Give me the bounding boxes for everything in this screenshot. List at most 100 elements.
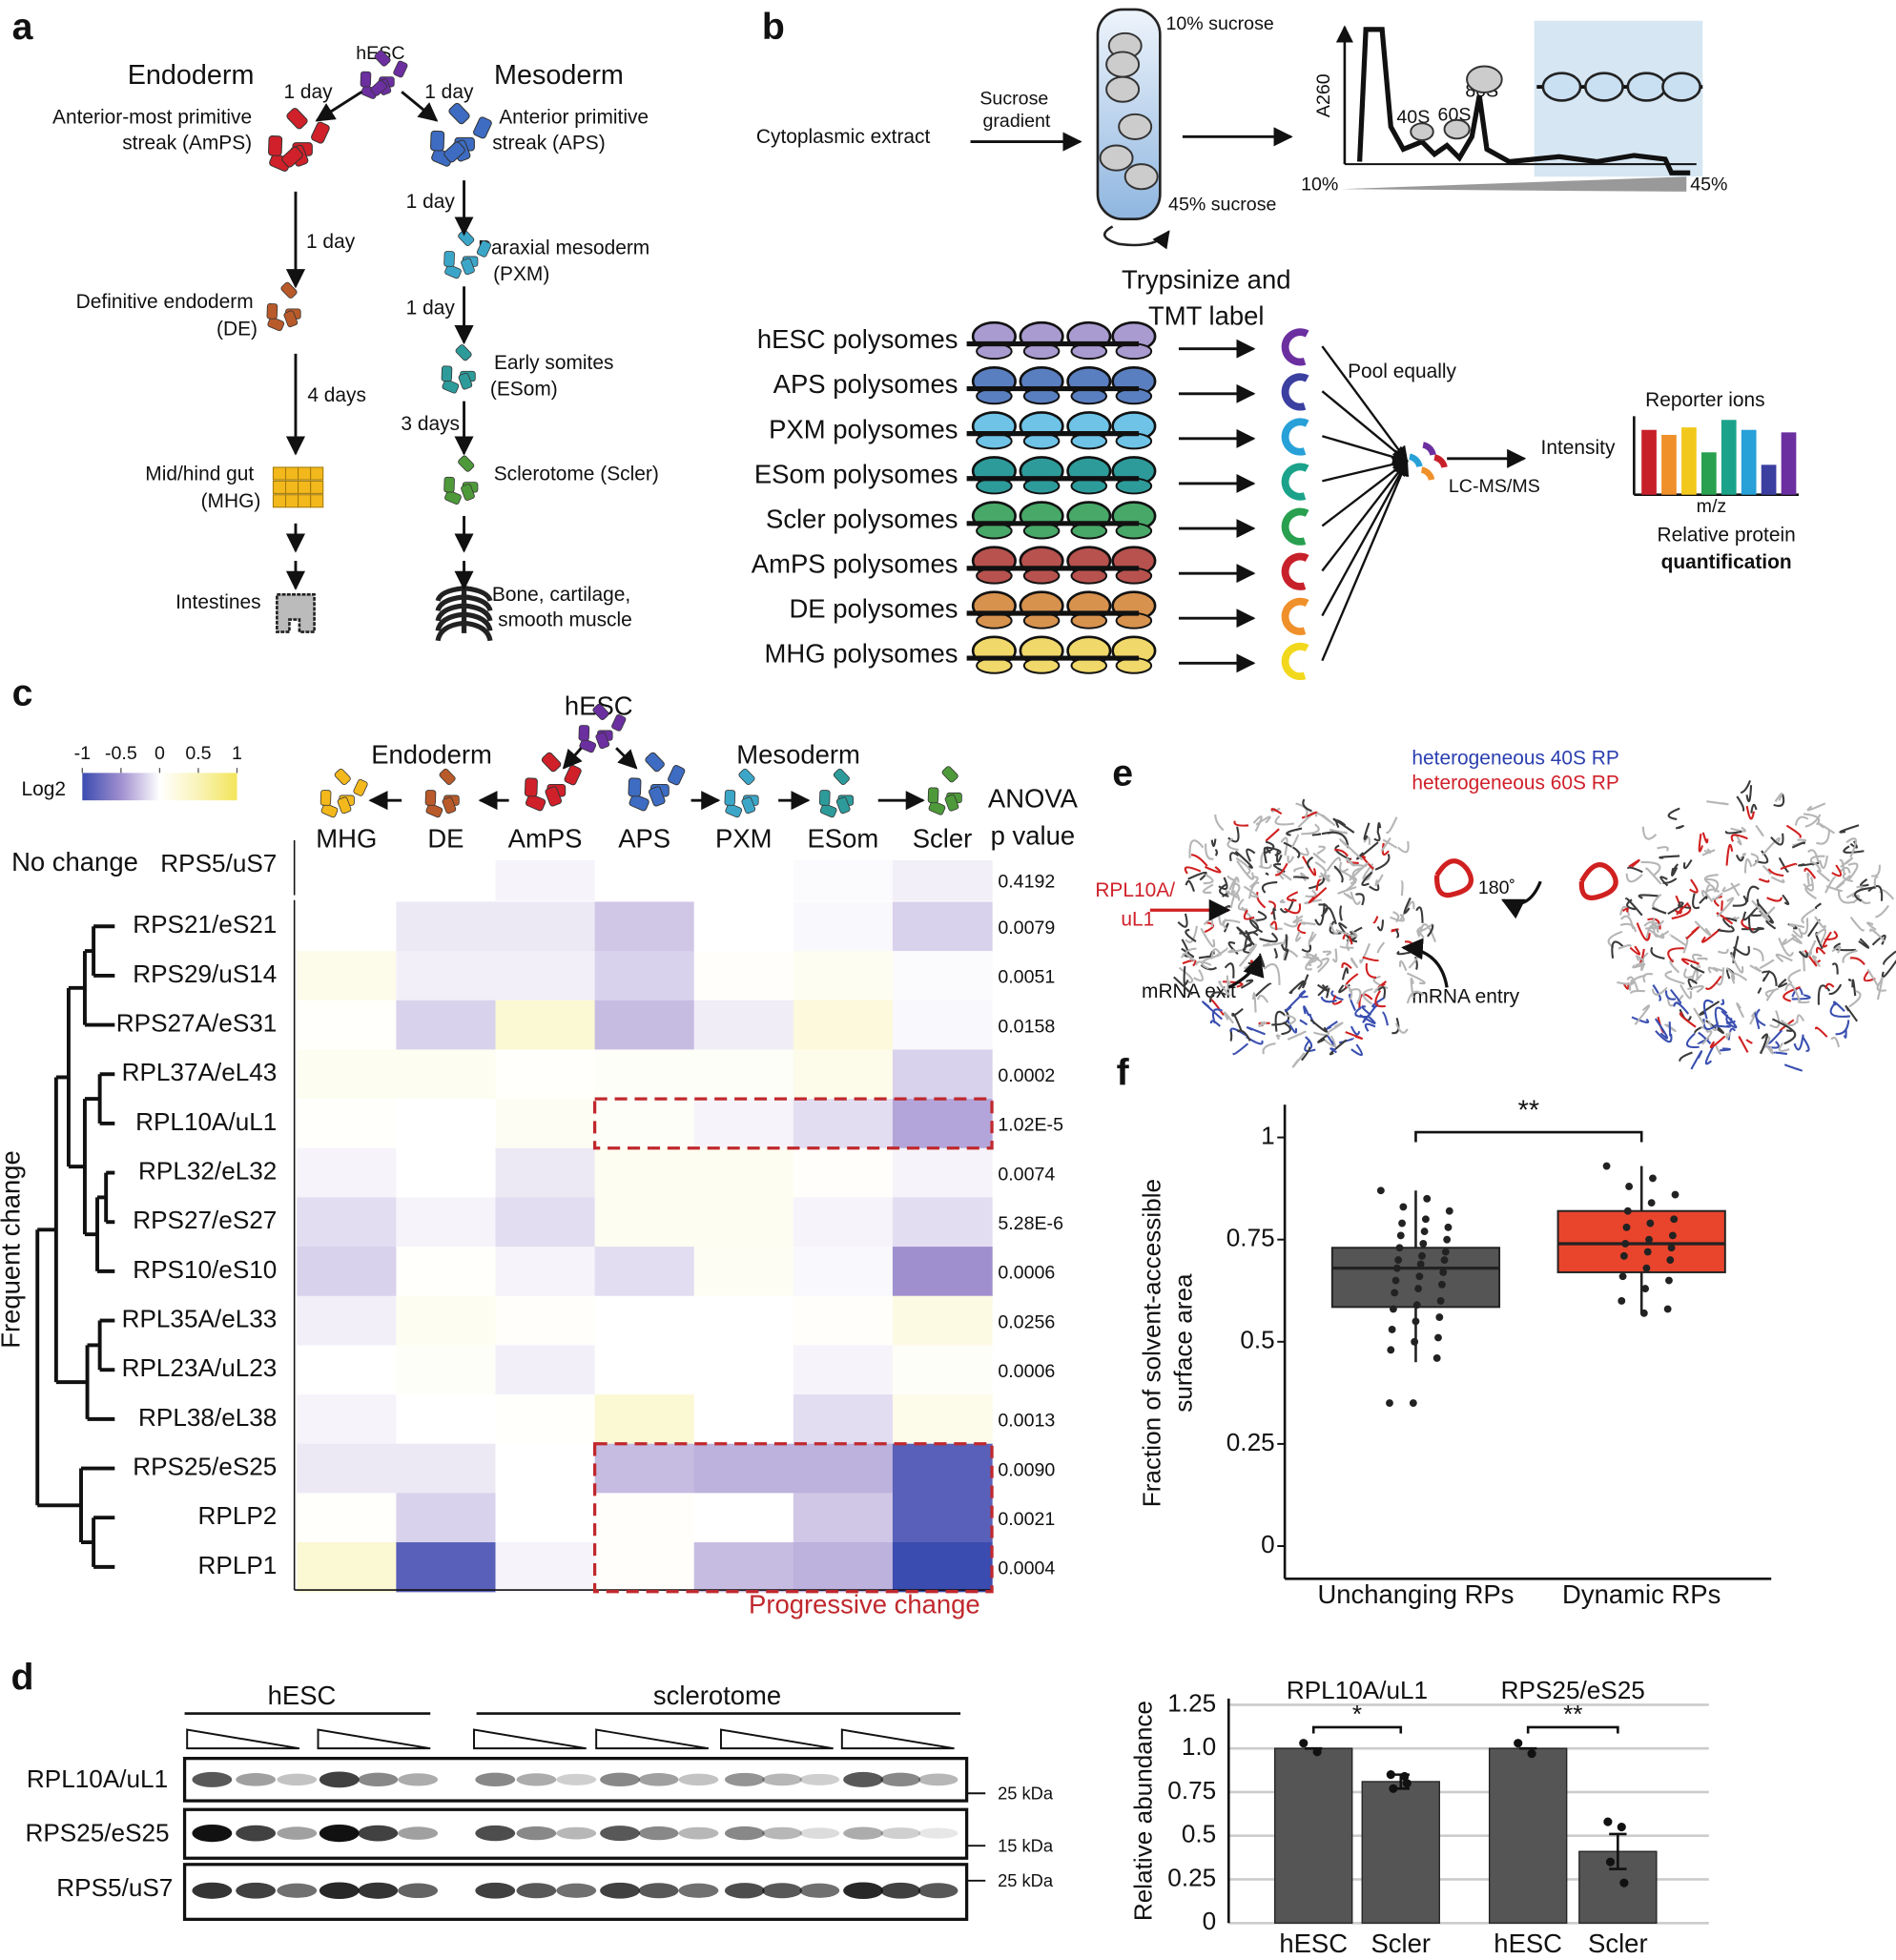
label: gradient [982, 111, 1050, 132]
heatmap-cell [793, 1049, 894, 1100]
cell [268, 135, 283, 156]
x-tick-label: Dynamic RPs [1562, 1579, 1721, 1609]
strand [1777, 978, 1788, 988]
data-point [1639, 1309, 1648, 1317]
p-value: 0.0013 [998, 1411, 1055, 1432]
strand [1349, 862, 1369, 881]
strand [1226, 837, 1239, 852]
panel-label: c [12, 672, 33, 714]
strand [1243, 909, 1255, 920]
strand [1408, 952, 1421, 969]
strand [1770, 876, 1785, 883]
row-label: RPS27/eS27 [133, 1206, 277, 1234]
p-value: 0.0051 [998, 967, 1055, 988]
heatmap-cell [297, 1443, 398, 1495]
cell-icon [430, 102, 492, 167]
cell [835, 796, 851, 815]
row-label: RPS29/uS14 [133, 959, 277, 988]
strand [1320, 996, 1337, 1003]
strand [1233, 820, 1249, 827]
strand [1326, 1021, 1338, 1030]
heatmap-cell [892, 901, 993, 952]
strand [1180, 947, 1197, 959]
strand [1735, 855, 1745, 862]
data-point [1391, 1276, 1400, 1285]
strand [1301, 823, 1320, 836]
strand [1617, 979, 1635, 985]
strand [1302, 856, 1317, 877]
strand [1686, 1032, 1700, 1049]
heatmap-cell [793, 901, 894, 952]
colorbar-label: Log2 [22, 778, 67, 800]
strand [1246, 1026, 1266, 1036]
strand [1272, 907, 1277, 920]
strand [1819, 855, 1828, 869]
data-point [1641, 1285, 1650, 1293]
label: Pool equally [1348, 361, 1456, 382]
label: A260 [1313, 73, 1334, 117]
heatmap-cell [594, 1197, 695, 1248]
strand [1629, 989, 1645, 994]
strand [1391, 1018, 1400, 1035]
strand [1276, 870, 1292, 881]
blot-band [762, 1826, 802, 1840]
strand [1188, 839, 1205, 858]
arrow [615, 747, 638, 770]
column-label: APS [618, 823, 670, 853]
strand [1798, 950, 1808, 959]
strand [1361, 871, 1373, 887]
heatmap-cell [693, 951, 794, 1001]
blot-band [236, 1882, 277, 1899]
arrow [562, 747, 583, 770]
label: MHG polysomes [765, 639, 958, 669]
strand [1784, 982, 1802, 1003]
heatmap-cell [495, 1147, 596, 1199]
strand [1381, 1011, 1390, 1026]
strand [1193, 969, 1204, 982]
data-point [1514, 1739, 1523, 1748]
strand [1705, 877, 1720, 893]
data-point [1439, 1269, 1448, 1276]
data-point [1389, 1784, 1398, 1793]
strand [1247, 881, 1260, 899]
heatmap-cell [892, 1542, 993, 1593]
strand [1304, 1039, 1316, 1053]
p-value: 0.0090 [998, 1459, 1055, 1480]
strand [1284, 1014, 1296, 1026]
cell [310, 480, 324, 494]
cell-icon [319, 768, 368, 818]
dilution-wedge [186, 1728, 300, 1750]
cell [628, 777, 642, 797]
data-point [1414, 1285, 1422, 1293]
strand [1281, 1021, 1291, 1036]
strand [1416, 926, 1423, 936]
strand [1699, 1001, 1721, 1016]
strand [1724, 830, 1742, 835]
heatmap-cell [693, 1000, 794, 1051]
strand [1218, 980, 1231, 997]
label: heterogeneous 40S RP [1412, 748, 1618, 770]
reporter-ion-bar [1761, 464, 1777, 495]
data-point [1646, 1219, 1655, 1228]
strand [1804, 883, 1817, 900]
column-label: PXM [715, 823, 773, 853]
strand [1279, 897, 1295, 914]
strand [1817, 822, 1836, 835]
strand [1270, 808, 1283, 815]
row-label: RPL35A/eL33 [122, 1304, 278, 1332]
strand [1817, 984, 1831, 1005]
strand [1824, 982, 1835, 989]
blot-band [319, 1882, 360, 1900]
heatmap-cell [793, 1542, 894, 1593]
heatmap-cell [396, 1197, 497, 1248]
strand [1185, 925, 1199, 943]
p-value: 0.0256 [998, 1311, 1055, 1332]
label: ESom polysomes [754, 459, 958, 488]
data-point [1441, 1248, 1450, 1256]
strand [1763, 906, 1776, 918]
strand [1699, 895, 1708, 904]
label: 25 kDa [998, 1870, 1054, 1890]
heatmap-cell [396, 1493, 497, 1543]
dilution-wedge [473, 1728, 587, 1750]
